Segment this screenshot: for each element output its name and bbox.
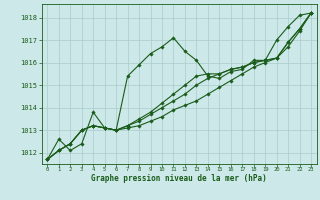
X-axis label: Graphe pression niveau de la mer (hPa): Graphe pression niveau de la mer (hPa) (91, 174, 267, 183)
